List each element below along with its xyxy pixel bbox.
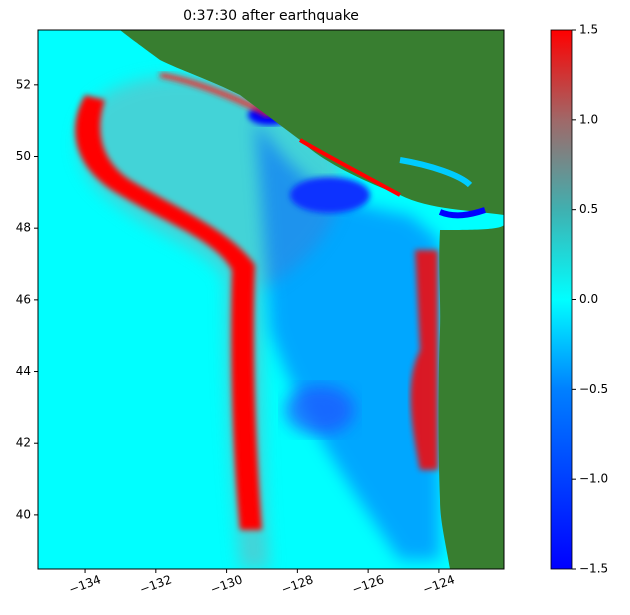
colorbar-tick-label: 1.0 [579, 112, 598, 126]
y-tick-label: 50 [16, 149, 31, 163]
map-field [38, 30, 504, 569]
trough [290, 177, 370, 213]
x-tick-label: −128 [279, 572, 315, 596]
colorbar-tick-label: 1.5 [579, 23, 598, 37]
y-tick-label: 46 [16, 292, 31, 306]
x-tick-label: −124 [421, 572, 457, 596]
wave-crest [159, 72, 272, 118]
y-tick-label: 42 [16, 436, 31, 450]
chart-title: 0:37:30 after earthquake [183, 8, 359, 24]
y-tick-label: 48 [16, 221, 31, 235]
colorbar-tick-label: −1.5 [579, 562, 608, 576]
colorbar-tick-label: 0.0 [579, 292, 598, 306]
x-tick-label: −126 [350, 572, 386, 596]
x-tick-label: −134 [67, 572, 103, 596]
colorbar-tick-label: −0.5 [579, 382, 608, 396]
x-tick-label: −130 [209, 572, 245, 596]
wave-crest [75, 95, 262, 530]
y-tick-label: 44 [16, 364, 31, 378]
trough [255, 120, 440, 560]
y-tick-label: 52 [16, 77, 31, 91]
y-tick-label: 40 [16, 507, 31, 521]
colorbar [551, 30, 572, 569]
strait [399, 157, 473, 188]
colorbar-tick-label: 0.5 [579, 202, 598, 216]
land [120, 30, 504, 569]
trough [285, 385, 355, 435]
colorbar-tick-label: −1.0 [579, 472, 608, 486]
coastal-crest [298, 138, 401, 197]
coastal-crest [410, 250, 438, 470]
strait [438, 207, 486, 219]
x-tick-label: −132 [138, 572, 174, 596]
